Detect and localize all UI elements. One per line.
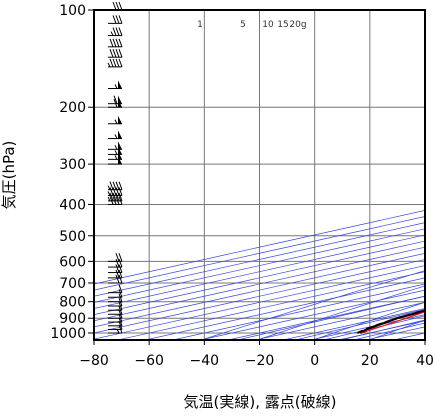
x-tick-label: 0: [310, 353, 319, 369]
isotherm-line: [146, 10, 435, 340]
isotherm-line: [91, 10, 435, 340]
isotherm-line: [36, 10, 435, 340]
wind-barb-feather: [119, 49, 122, 57]
wind-barb-layer: [108, 2, 122, 333]
wind-barb-feather: [116, 49, 119, 57]
wind-barb-feather: [113, 49, 116, 57]
mixing-ratio-line: [238, 204, 435, 339]
y-axis-title: 気圧(hPa): [0, 141, 18, 210]
mixing-ratio-label: 10: [262, 20, 274, 30]
wind-barb-feather: [116, 59, 119, 67]
wind-barb-feather: [119, 28, 122, 36]
wind-barb-half-feather: [108, 63, 110, 67]
wind-barb: [108, 28, 122, 36]
wind-barb-feather: [116, 2, 119, 10]
wind-barb-half-feather: [111, 32, 113, 36]
wind-barb-feather: [113, 28, 116, 36]
wind-barb-feather: [119, 2, 122, 10]
wind-barb-pennant: [118, 141, 122, 149]
x-tick-label: 40: [416, 353, 434, 369]
wind-barb: [108, 131, 122, 139]
wind-barb-feather: [113, 39, 116, 47]
dry-adiabat-line: [202, 10, 435, 340]
x-tick-label: −40: [190, 353, 220, 369]
wind-barb-feather: [116, 39, 119, 47]
y-tick-label: 300: [59, 157, 86, 173]
y-tick-label: 400: [59, 197, 86, 213]
isotherm-line: [394, 10, 435, 340]
wind-barb-feather: [116, 15, 119, 23]
y-tick-label: 200: [59, 100, 86, 116]
wind-barb-pennant: [118, 96, 122, 104]
wind-barb: [108, 116, 122, 124]
wind-barb-feather: [113, 15, 116, 23]
wind-barb: [108, 2, 122, 10]
x-axis-title: 気温(実線), 露点(破線): [184, 393, 337, 411]
wind-barb: [108, 81, 122, 89]
mixing-ratio-label: 20g: [289, 20, 306, 30]
isotherm-line: [256, 10, 435, 340]
isotherm-line: [201, 10, 435, 340]
wind-barb: [108, 15, 122, 23]
dry-adiabat-line: [426, 10, 435, 340]
isotherm-line: [339, 10, 435, 340]
dry-adiabat-line: [258, 10, 435, 340]
isotherm-line: [311, 10, 435, 340]
isotherm-line: [174, 10, 435, 340]
wind-barb-feather: [119, 15, 122, 23]
wind-barb-feather: [110, 39, 113, 47]
wind-barb: [108, 39, 122, 47]
x-tick-label: −80: [79, 353, 109, 369]
wind-barb-feather: [119, 39, 122, 47]
isotherm-line: [118, 10, 435, 340]
y-tick-label: 900: [59, 311, 86, 327]
y-tick-label: 800: [59, 295, 86, 311]
wind-barb-half-feather: [115, 145, 117, 149]
wind-barb-feather: [113, 2, 116, 10]
wind-barb-pennant: [118, 81, 122, 89]
reference-line: [362, 93, 435, 334]
y-tick-label: 100: [59, 3, 86, 19]
wind-barb: [108, 141, 122, 149]
y-tick-label: 1000: [50, 326, 86, 342]
x-tick-labels: −80 −60 −40 −20 0 20 40: [79, 340, 434, 369]
wind-barb-half-feather: [115, 150, 117, 154]
wind-barb-feather: [119, 59, 122, 67]
x-tick-label: −20: [245, 353, 275, 369]
y-tick-label: 500: [59, 229, 86, 245]
wind-barb-feather: [110, 49, 113, 57]
wind-barb-pennant: [118, 131, 122, 139]
wind-barb-feather: [110, 59, 113, 67]
wind-barb-pennant: [118, 116, 122, 124]
y-tick-label: 700: [59, 276, 86, 292]
x-tick-label: −60: [134, 353, 164, 369]
x-tick-label: 20: [361, 353, 379, 369]
mixing-ratio-label: 1: [197, 20, 203, 30]
wind-barb-feather: [116, 28, 119, 36]
wind-barb-half-feather: [115, 120, 117, 124]
wind-barb: [108, 59, 122, 67]
y-tick-label: 600: [59, 254, 86, 270]
wind-barb-half-feather: [115, 85, 117, 89]
mixing-ratio-label: 15: [277, 20, 288, 30]
mixing-ratio-label: 5: [240, 20, 246, 30]
wind-barb-half-feather: [108, 197, 110, 201]
dry-adiabat-line: [314, 10, 435, 340]
wind-barb-half-feather: [115, 135, 117, 139]
wind-barb-half-feather: [115, 155, 117, 159]
wind-barb: [108, 49, 122, 57]
wind-barb-feather: [113, 59, 116, 67]
